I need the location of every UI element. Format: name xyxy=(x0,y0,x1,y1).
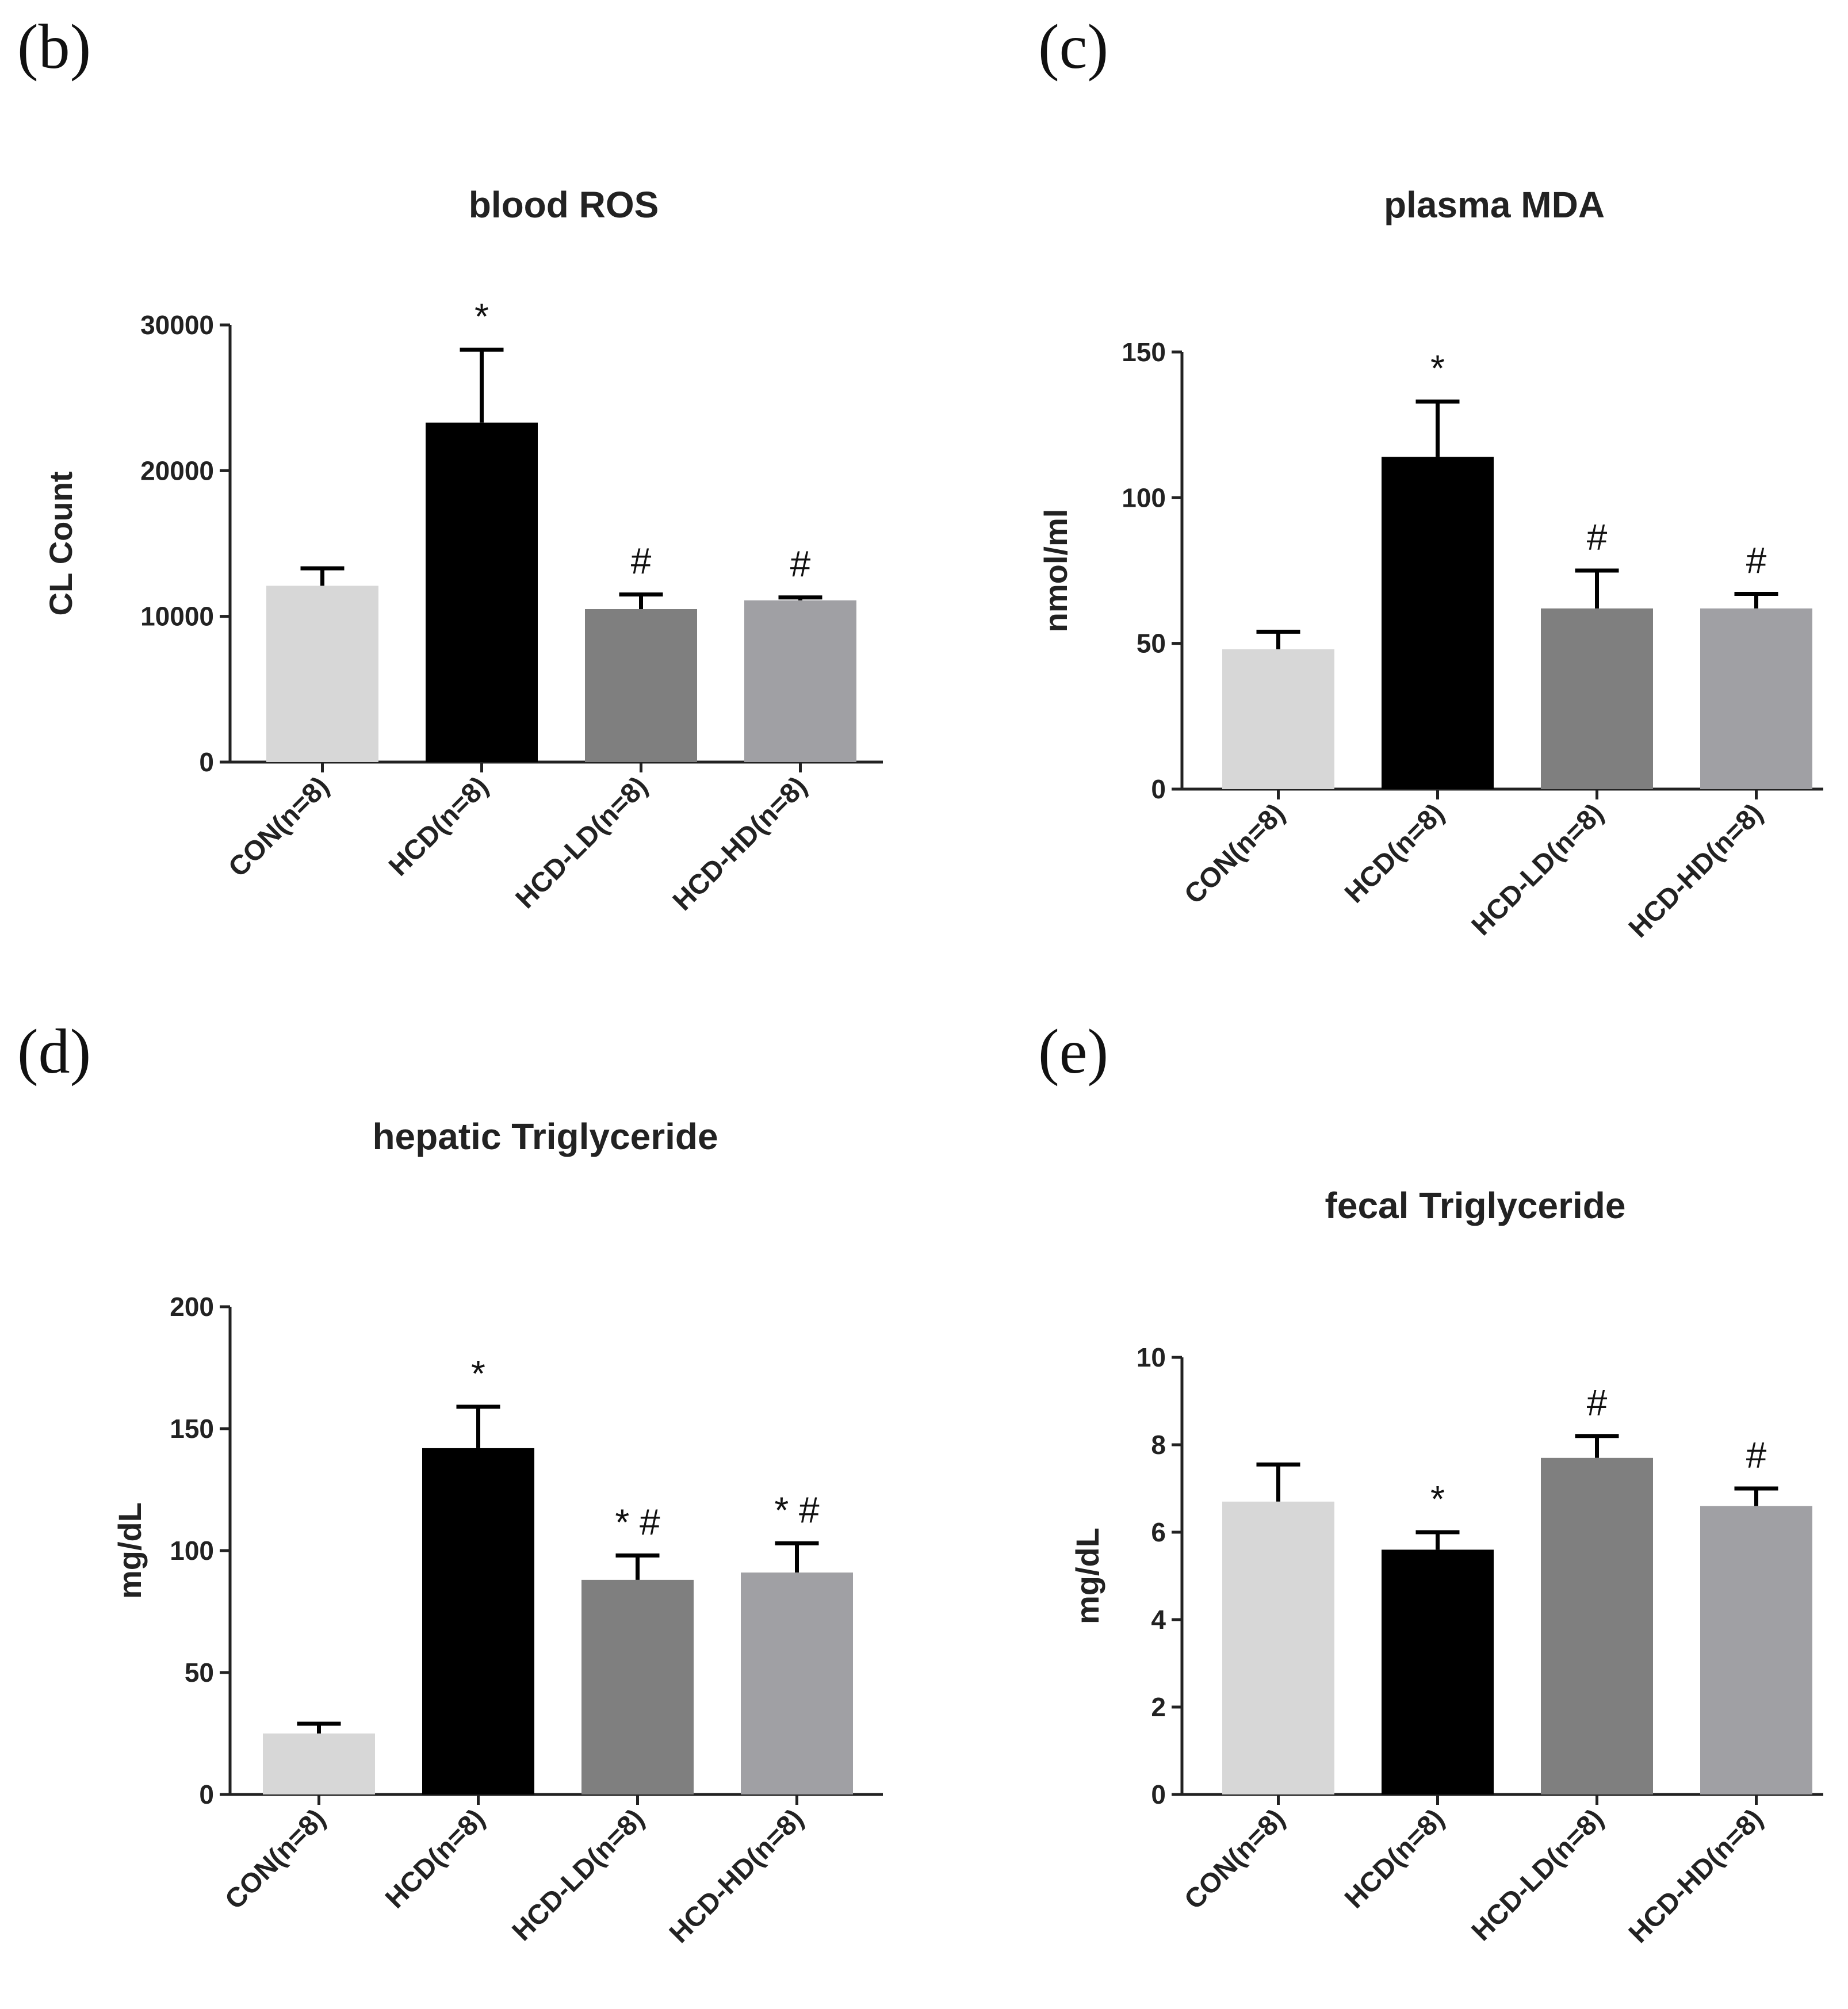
bar-hcd-n-8 xyxy=(1382,1549,1494,1794)
y-tick-label: 4 xyxy=(1151,1605,1166,1635)
chart-title: fecal Triglyceride xyxy=(1325,1185,1626,1226)
bar-hcd-n-8 xyxy=(422,1448,534,1794)
y-tick-label: 200 xyxy=(170,1292,214,1322)
bar-hcd-ld-n-8 xyxy=(581,1579,694,1794)
bar-hcd-ld-n-8 xyxy=(585,609,697,762)
chart-plasma-mda: plasma MDA nmol/ml 0 50 100 150 CON(n=8) * HCD(n… xyxy=(1038,184,1823,944)
y-axis-label: mg/dL xyxy=(1069,1528,1105,1624)
y-tick-label: 0 xyxy=(1151,774,1166,804)
x-category-label: HCD-LD(n=8) xyxy=(510,771,654,914)
bar-hcd-ld-n-8 xyxy=(1541,608,1653,789)
significance-marker: # xyxy=(1587,1382,1608,1423)
significance-marker: * xyxy=(1430,347,1445,389)
significance-marker: * xyxy=(475,296,489,337)
bar-hcd-n-8 xyxy=(426,422,538,762)
bar-con-n-8 xyxy=(1222,1501,1334,1794)
chart-title: plasma MDA xyxy=(1384,184,1605,225)
chart-fecal-triglyceride: fecal Triglyceride mg/dL 0 2 4 6 8 10 CON(n=8) * H… xyxy=(1069,1185,1823,1949)
significance-marker: # xyxy=(1587,516,1608,558)
x-category-label: CON(n=8) xyxy=(1179,1803,1291,1915)
significance-marker: * xyxy=(471,1353,485,1394)
y-tick-label: 150 xyxy=(1122,337,1166,367)
bar-hcd-hd-n-8 xyxy=(744,600,856,762)
y-tick-label: 150 xyxy=(170,1414,214,1444)
significance-marker: * # xyxy=(774,1489,820,1530)
x-category-label: HCD-HD(n=8) xyxy=(667,771,813,916)
bar-hcd-hd-n-8 xyxy=(1700,608,1812,789)
chart-title: blood ROS xyxy=(469,184,659,225)
significance-marker: # xyxy=(790,544,811,585)
y-axis-label: nmol/ml xyxy=(1038,509,1074,633)
x-category-label: CON(n=8) xyxy=(223,771,335,883)
x-category-label: HCD-HD(n=8) xyxy=(1623,798,1769,943)
x-category-label: HCD(n=8) xyxy=(383,771,494,882)
significance-marker: # xyxy=(631,541,652,582)
y-tick-label: 100 xyxy=(170,1536,214,1566)
bar-hcd-hd-n-8 xyxy=(1700,1506,1812,1794)
x-category-label: HCD-HD(n=8) xyxy=(1623,1803,1769,1949)
y-tick-label: 8 xyxy=(1151,1430,1166,1460)
bar-con-n-8 xyxy=(263,1734,375,1794)
chart-hepatic-triglyceride: hepatic Triglyceride mg/dL 0 50 100 150 200 CON… xyxy=(112,1116,883,1949)
panel-label-b: (b) xyxy=(17,12,91,82)
y-tick-label: 10000 xyxy=(140,602,214,632)
y-tick-label: 20000 xyxy=(140,456,214,485)
y-tick-label: 50 xyxy=(1137,629,1166,659)
y-axis-label: mg/dL xyxy=(112,1502,148,1599)
y-tick-label: 0 xyxy=(1151,1780,1166,1809)
x-category-label: HCD(n=8) xyxy=(380,1803,491,1914)
chart-title: hepatic Triglyceride xyxy=(372,1116,718,1157)
y-tick-label: 2 xyxy=(1151,1692,1166,1722)
significance-marker: * xyxy=(1430,1478,1445,1520)
x-category-label: HCD-HD(n=8) xyxy=(664,1803,809,1949)
y-tick-label: 10 xyxy=(1137,1342,1166,1372)
bar-hcd-hd-n-8 xyxy=(741,1572,853,1794)
y-tick-label: 30000 xyxy=(140,310,214,340)
y-tick-label: 100 xyxy=(1122,483,1166,512)
significance-marker: * # xyxy=(615,1501,660,1543)
significance-marker: # xyxy=(1746,1434,1767,1476)
panel-label-d: (d) xyxy=(17,1016,91,1086)
bar-hcd-n-8 xyxy=(1382,457,1494,789)
panel-label-e: (e) xyxy=(1038,1016,1108,1086)
panel-label-c: (c) xyxy=(1038,12,1108,82)
y-tick-label: 50 xyxy=(185,1658,214,1687)
x-category-label: HCD-LD(n=8) xyxy=(507,1803,651,1947)
bar-hcd-ld-n-8 xyxy=(1541,1457,1653,1794)
x-category-label: CON(n=8) xyxy=(1179,798,1291,910)
significance-marker: # xyxy=(1746,540,1767,581)
y-axis-label: CL Count xyxy=(43,472,79,616)
x-category-label: HCD(n=8) xyxy=(1339,1803,1450,1914)
x-category-label: HCD-LD(n=8) xyxy=(1466,798,1610,942)
y-tick-label: 0 xyxy=(199,1780,214,1809)
x-category-label: CON(n=8) xyxy=(219,1803,331,1915)
y-tick-label: 6 xyxy=(1151,1517,1166,1547)
chart-blood-ros: blood ROS CL Count 0 10000 20000 30000 CON(n=8… xyxy=(43,184,883,917)
y-tick-label: 0 xyxy=(199,747,214,777)
x-category-label: HCD(n=8) xyxy=(1339,798,1450,909)
bar-con-n-8 xyxy=(266,586,378,762)
bar-con-n-8 xyxy=(1222,649,1334,789)
x-category-label: HCD-LD(n=8) xyxy=(1466,1803,1610,1947)
